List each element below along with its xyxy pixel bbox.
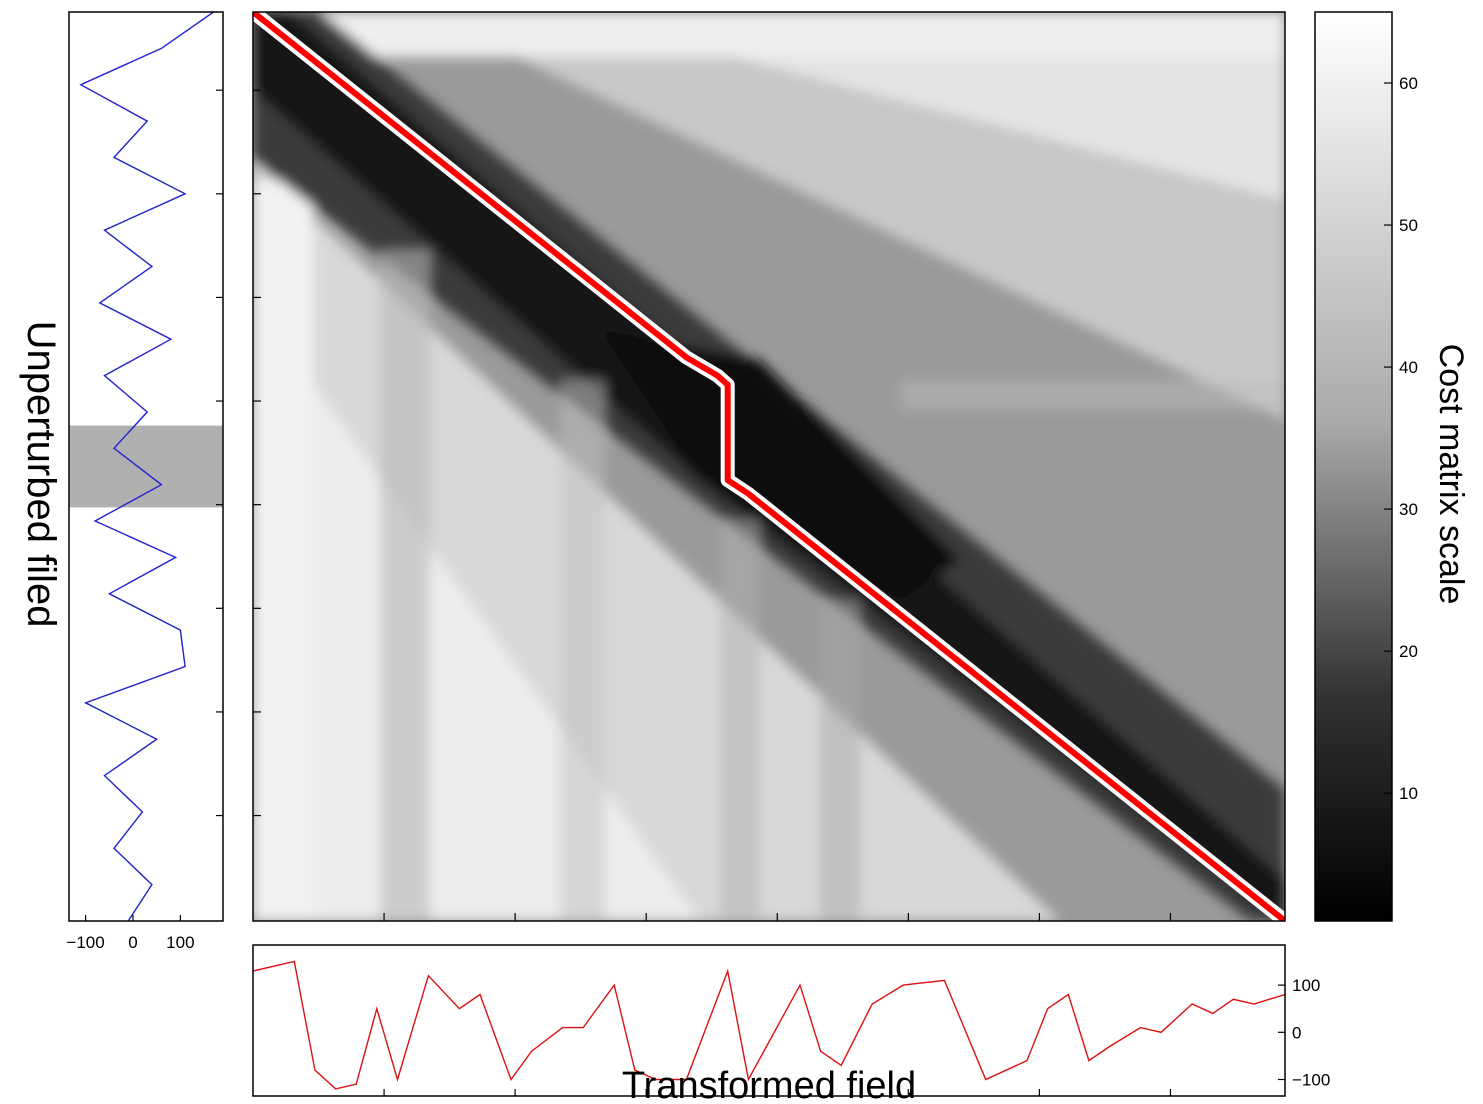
heatmap-frame [252, 11, 1286, 922]
heatmap-panel [252, 11, 1286, 922]
bottom-xlabel: Transformed field [622, 1065, 916, 1104]
heatmap-ticks [253, 89, 1172, 921]
left-ylabel: Unperturbed filed [19, 321, 63, 628]
unperturbed-line [79, 12, 214, 921]
colorbar-tick-label-4: 50 [1399, 216, 1418, 235]
bottom-frame [252, 944, 1286, 1097]
bottom-ytick-label-1: 0 [1292, 1023, 1301, 1042]
colorbar-tick-label-0: 10 [1399, 784, 1418, 803]
heatmap-background [253, 12, 1285, 921]
colorbar: 10 20 30 40 50 60 Cost matrix scale [1314, 11, 1470, 922]
left-xtick-label-2: 100 [166, 933, 194, 952]
left-xtick-label-1: 0 [128, 933, 137, 952]
colorbar-gradient [1315, 12, 1392, 921]
warping-path [253, 12, 1285, 921]
transformed-line [253, 960, 1285, 1090]
highlight-band [69, 425, 223, 508]
colorbar-tick-label-3: 40 [1399, 358, 1418, 377]
left-panel: −100 0 100 Unperturbed filed [19, 11, 224, 952]
bottom-ytick-label-2: 100 [1292, 976, 1320, 995]
left-ticks: −100 0 100 [66, 89, 223, 952]
left-xtick-label-0: −100 [66, 933, 104, 952]
colorbar-ticks: 10 20 30 40 50 60 [1384, 74, 1418, 803]
colorbar-tick-label-2: 30 [1399, 500, 1418, 519]
colorbar-tick-label-1: 20 [1399, 642, 1418, 661]
left-frame [68, 11, 224, 922]
bottom-ytick-label-0: −100 [1292, 1070, 1330, 1089]
bottom-ticks: −100 0 100 [383, 976, 1330, 1096]
colorbar-label: Cost matrix scale [1432, 344, 1470, 605]
colorbar-tick-label-5: 60 [1399, 74, 1418, 93]
colorbar-frame [1314, 11, 1393, 922]
bottom-panel: −100 0 100 Transformed field [252, 944, 1330, 1104]
